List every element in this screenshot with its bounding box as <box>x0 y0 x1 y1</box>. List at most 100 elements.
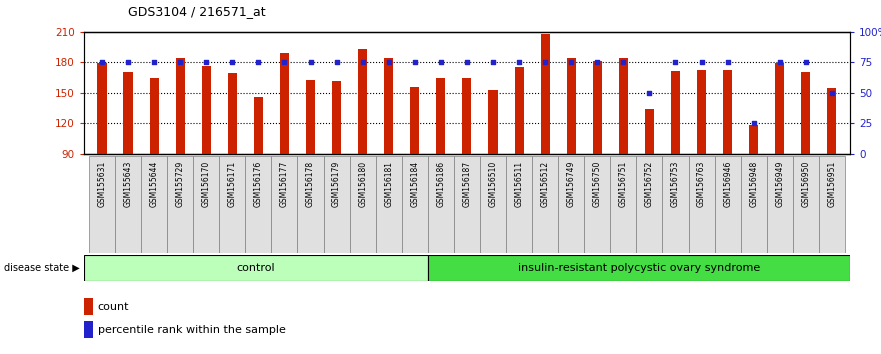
Bar <box>584 156 611 253</box>
Bar <box>818 156 845 253</box>
Bar <box>123 72 132 154</box>
FancyBboxPatch shape <box>84 255 428 281</box>
Text: GSM156951: GSM156951 <box>827 161 836 207</box>
Text: GSM156178: GSM156178 <box>306 161 315 207</box>
Bar <box>306 80 315 154</box>
Text: GSM156177: GSM156177 <box>280 161 289 207</box>
Bar <box>84 298 93 314</box>
Text: GSM156752: GSM156752 <box>645 161 654 207</box>
Text: GSM155631: GSM155631 <box>98 161 107 207</box>
Text: GSM156187: GSM156187 <box>463 161 471 207</box>
Bar <box>766 156 793 253</box>
Point <box>721 59 735 65</box>
Point <box>408 59 422 65</box>
Point <box>799 59 813 65</box>
Bar <box>193 156 219 253</box>
Bar <box>84 321 93 338</box>
Bar <box>202 67 211 154</box>
Point <box>95 59 109 65</box>
Point <box>538 59 552 65</box>
Bar <box>671 70 680 154</box>
Text: GSM156179: GSM156179 <box>332 161 341 207</box>
Text: control: control <box>236 263 275 273</box>
Point <box>617 59 631 65</box>
Bar <box>480 156 506 253</box>
Bar <box>618 58 628 154</box>
Bar <box>436 78 446 154</box>
Bar <box>323 156 350 253</box>
Bar <box>793 156 818 253</box>
Point <box>460 59 474 65</box>
Bar <box>645 109 654 154</box>
Text: GSM155643: GSM155643 <box>123 161 132 207</box>
Point <box>356 59 370 65</box>
Bar <box>411 87 419 154</box>
Point <box>381 59 396 65</box>
Text: GSM156180: GSM156180 <box>359 161 367 207</box>
Point <box>590 59 604 65</box>
Bar <box>375 156 402 253</box>
Point <box>329 59 344 65</box>
Bar <box>332 81 341 154</box>
Bar <box>636 156 663 253</box>
Point <box>251 59 265 65</box>
Point <box>303 59 317 65</box>
Bar <box>384 58 393 154</box>
Point <box>747 121 761 126</box>
Bar <box>219 156 245 253</box>
Bar <box>663 156 689 253</box>
Point <box>694 59 708 65</box>
Point <box>173 59 187 65</box>
Bar <box>115 156 141 253</box>
Bar <box>167 156 193 253</box>
Point <box>486 59 500 65</box>
Bar <box>593 61 602 154</box>
Text: disease state ▶: disease state ▶ <box>4 263 80 273</box>
Point <box>199 59 213 65</box>
Point <box>773 59 787 65</box>
Point <box>825 90 839 96</box>
Text: percentile rank within the sample: percentile rank within the sample <box>98 325 285 335</box>
Bar <box>697 69 707 154</box>
Text: GSM156176: GSM156176 <box>254 161 263 207</box>
Point <box>564 59 578 65</box>
Point <box>669 59 683 65</box>
Bar <box>89 156 115 253</box>
Text: GSM155644: GSM155644 <box>150 161 159 207</box>
Bar <box>298 156 323 253</box>
Point <box>147 59 161 65</box>
Bar <box>402 156 428 253</box>
Bar <box>741 156 766 253</box>
Bar <box>749 126 759 154</box>
FancyBboxPatch shape <box>428 255 850 281</box>
Bar <box>541 34 550 154</box>
Text: insulin-resistant polycystic ovary syndrome: insulin-resistant polycystic ovary syndr… <box>518 263 760 273</box>
Bar <box>227 73 237 154</box>
Point <box>642 90 656 96</box>
Bar <box>428 156 454 253</box>
Text: GSM156950: GSM156950 <box>802 161 811 207</box>
Bar <box>714 156 741 253</box>
Bar <box>271 156 298 253</box>
Text: GSM156749: GSM156749 <box>566 161 575 207</box>
Bar <box>827 88 836 154</box>
Text: GSM156750: GSM156750 <box>593 161 602 207</box>
Bar <box>775 63 784 154</box>
Bar <box>358 49 367 154</box>
Text: GSM156510: GSM156510 <box>488 161 498 207</box>
Bar <box>175 58 185 154</box>
Text: GDS3104 / 216571_at: GDS3104 / 216571_at <box>128 5 265 18</box>
Text: GSM156948: GSM156948 <box>749 161 759 207</box>
Bar <box>689 156 714 253</box>
Point <box>512 59 526 65</box>
Bar <box>611 156 636 253</box>
Text: GSM156511: GSM156511 <box>515 161 523 207</box>
Text: GSM156184: GSM156184 <box>411 161 419 207</box>
Bar <box>723 69 732 154</box>
Text: GSM156763: GSM156763 <box>697 161 706 207</box>
Bar <box>463 78 471 154</box>
Text: GSM156181: GSM156181 <box>384 161 393 207</box>
Bar <box>532 156 559 253</box>
Bar <box>245 156 271 253</box>
Bar <box>350 156 375 253</box>
